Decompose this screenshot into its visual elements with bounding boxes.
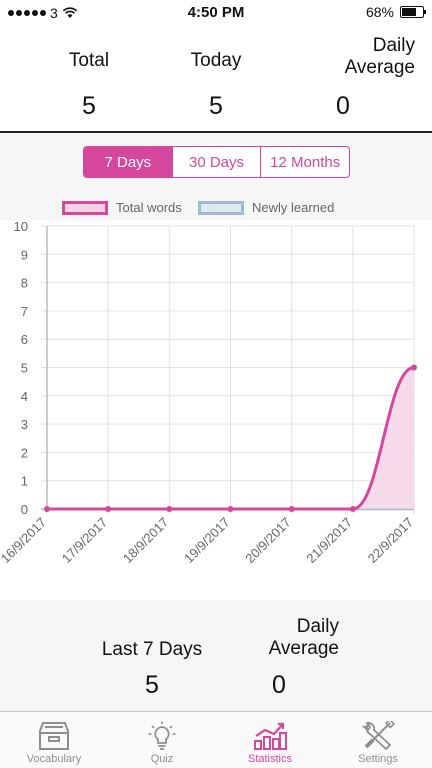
wrench-screwdriver-icon (361, 721, 395, 751)
today-label: Today (190, 50, 242, 71)
tab-vocabulary-label: Vocabulary (26, 753, 82, 765)
y-tick-label: 7 (21, 304, 28, 319)
data-point-total-words (105, 506, 112, 512)
battery-status: 68% (365, 4, 426, 20)
daily-average-label-line2: Average (344, 57, 415, 78)
daily-average-value: 0 (336, 92, 350, 120)
chart-icon (254, 722, 287, 750)
y-tick-label: 5 (21, 361, 28, 376)
tab-7-days[interactable]: 7 Days (84, 147, 173, 177)
period-daily-average-label-line1: Daily (296, 616, 339, 637)
data-point-total-words (288, 506, 295, 512)
total-label: Total (68, 50, 110, 71)
y-tick-label: 6 (21, 332, 28, 347)
y-tick-label: 10 (14, 220, 28, 234)
carrier-name: 3 (50, 5, 58, 21)
y-tick-label: 1 (21, 474, 28, 489)
tab-30-days[interactable]: 30 Days (173, 147, 262, 177)
last-7-days-label: Last 7 Days (101, 639, 203, 660)
clock: 4:50 PM (187, 4, 245, 21)
tab-settings[interactable]: Settings (324, 712, 432, 768)
legend-swatch-newly-learned (198, 200, 244, 215)
period-daily-average-label-line2: Average (268, 638, 339, 659)
daily-average-label-line1: Daily (372, 35, 415, 56)
battery-icon (400, 6, 426, 18)
y-tick-label: 4 (21, 389, 28, 404)
y-tick-label: 9 (21, 247, 28, 262)
y-tick-label: 0 (21, 502, 28, 517)
data-point-total-words (227, 506, 234, 512)
today-stat: Today 5 (144, 26, 288, 121)
legend-item-newly-learned[interactable]: Newly learned (198, 200, 334, 215)
battery-percent: 68% (365, 4, 394, 20)
lightbulb-icon (148, 721, 176, 750)
range-segmented-control: 7 Days 30 Days 12 Months (83, 146, 350, 178)
tab-statistics-label: Statistics (247, 753, 292, 765)
period-daily-average-value: 0 (272, 671, 286, 699)
chart-background (0, 220, 432, 600)
wifi-icon (62, 7, 77, 18)
period-summary: Last 7 Days 5 Daily Average 0 (0, 615, 432, 710)
total-value: 5 (82, 92, 96, 120)
tab-quiz[interactable]: Quiz (108, 712, 216, 768)
period-daily-average-label: Daily Average (219, 615, 339, 661)
chart-legend: Total words Newly learned (0, 200, 432, 220)
y-tick-label: 8 (21, 276, 28, 291)
drawer-icon (39, 722, 69, 750)
bottom-tab-bar: Vocabulary Quiz Statistics (0, 711, 432, 768)
today-value: 5 (209, 92, 223, 120)
data-point-total-words (411, 364, 417, 371)
y-tick-label: 3 (21, 417, 28, 432)
data-point-total-words (44, 506, 50, 512)
daily-average-label: Daily Average (271, 26, 415, 78)
last-7-days-value: 5 (145, 671, 159, 699)
signal-icon (8, 10, 46, 16)
total-stat: Total 5 (17, 26, 161, 121)
data-point-total-words (349, 506, 356, 512)
tab-settings-label: Settings (358, 753, 398, 765)
period-daily-average-stat: Daily Average 0 (219, 615, 339, 700)
tab-vocabulary[interactable]: Vocabulary (0, 712, 108, 768)
tab-statistics[interactable]: Statistics (216, 712, 324, 768)
daily-average-stat: Daily Average 0 (271, 26, 415, 121)
legend-swatch-total-words (62, 200, 108, 215)
series-area-total-words (47, 367, 414, 509)
tab-quiz-label: Quiz (150, 753, 174, 765)
last-7-days-stat: Last 7 Days 5 (92, 615, 212, 700)
summary-header: Total 5 Today 5 Daily Average 0 (0, 26, 432, 133)
tab-12-months[interactable]: 12 Months (270, 153, 341, 171)
legend-item-total-words[interactable]: Total words (62, 200, 182, 215)
legend-label-total-words: Total words (116, 200, 182, 215)
status-bar: 3 4:50 PM 68% (0, 0, 432, 26)
carrier-signal: 3 (8, 5, 78, 21)
y-tick-label: 2 (21, 445, 28, 460)
legend-label-newly-learned: Newly learned (252, 200, 335, 215)
data-point-total-words (166, 506, 173, 512)
